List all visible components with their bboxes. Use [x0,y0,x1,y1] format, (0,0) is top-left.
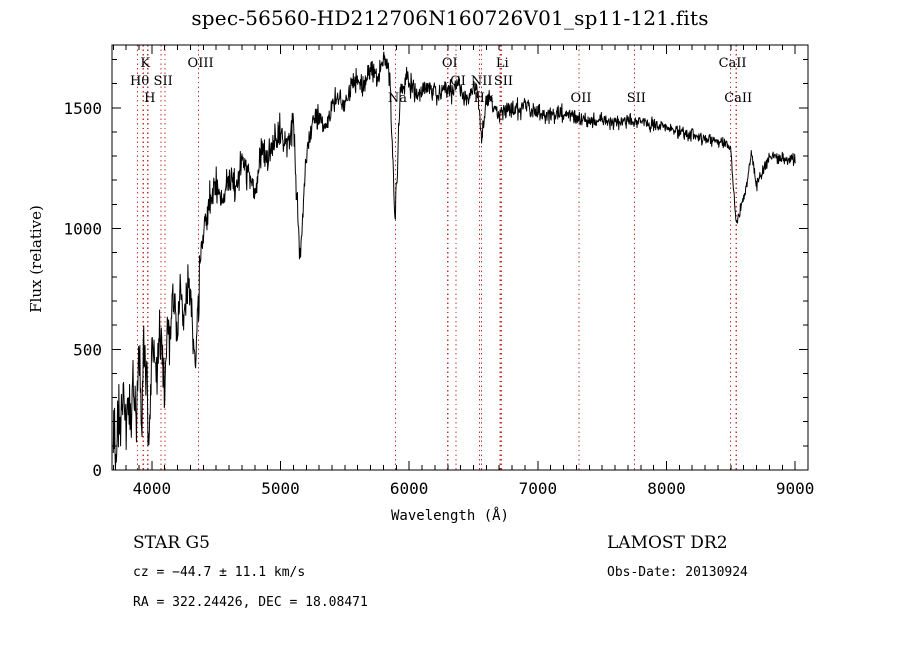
spectral-line-label: CaII [719,56,747,71]
spectral-line-label: OIII [188,56,214,71]
spectral-line-label: CaII [724,91,752,106]
observation-date-text: Obs-Date: 20130924 [607,565,748,580]
line-marker-group [137,45,737,470]
y-tick-label: 1000 [63,220,102,239]
spectral-line-label: OII [571,91,592,106]
spectral-line-label: SII [494,74,513,89]
y-axis-title: Flux (relative) [27,205,45,313]
spectrum-trace-group [112,51,796,471]
spectrum-plot-svg: 4000 5000 6000 7000 8000 9000 0 500 1000 1500 Hθ K… [63,44,814,498]
spectral-line-label: SII [627,91,646,106]
tick-label-group: 4000 5000 6000 7000 8000 9000 0 500 1000 1500 [63,99,814,498]
y-tick-label: 1500 [63,99,102,118]
spectral-line-label: OI [450,74,466,89]
spectral-line-label: Na [388,91,407,106]
x-tick-label: 5000 [261,479,300,498]
page-title: spec-56560-HD212706N160726V01_sp11-121.f… [191,6,709,30]
x-tick-label: 4000 [133,479,172,498]
spectral-line-label: Hθ [130,74,149,89]
x-axis-title: Wavelength (Å) [390,508,509,524]
spectral-line-label: Hα [474,91,494,106]
spectral-line-label: NII [471,74,493,89]
coordinates-text: RA = 322.24426, DEC = 18.08471 [133,595,368,610]
y-tick-label: 0 [92,461,102,480]
plot-area: 4000 5000 6000 7000 8000 9000 0 500 1000 1500 Hθ K… [27,44,814,524]
spectral-line-label: SII [154,74,173,89]
x-tick-label: 6000 [390,479,429,498]
spectral-line-label: K [140,56,150,71]
spectral-line-label: H [144,91,155,106]
redshift-velocity-text: cz = −44.7 ± 11.1 km/s [133,565,306,580]
axes-frame-group [111,44,809,471]
y-tick-label: 500 [73,340,102,359]
survey-name-text: LAMOST DR2 [607,533,728,553]
spectral-line-label: OI [442,56,458,71]
spectral-line-label: Li [496,56,509,71]
metadata-block: STAR G5 cz = −44.7 ± 11.1 km/s RA = 322.… [0,533,900,643]
object-class-text: STAR G5 [133,533,210,553]
x-tick-label: 7000 [519,479,558,498]
x-tick-label: 8000 [647,479,686,498]
x-tick-label: 9000 [776,479,815,498]
